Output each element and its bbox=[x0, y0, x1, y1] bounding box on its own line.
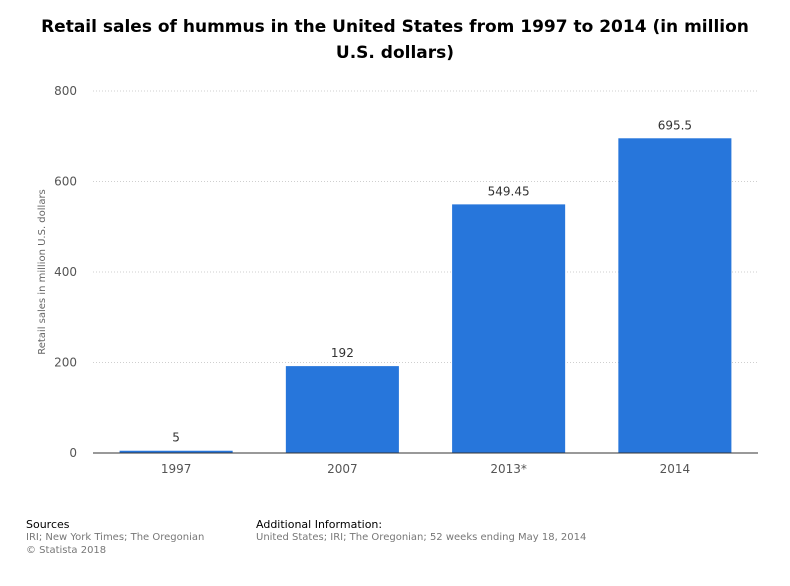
data-label: 5 bbox=[172, 431, 180, 445]
y-tick-label: 800 bbox=[54, 84, 77, 98]
x-tick-label: 2007 bbox=[327, 462, 358, 476]
y-tick-label: 0 bbox=[69, 446, 77, 460]
y-tick-label: 400 bbox=[54, 265, 77, 279]
chart-title: Retail sales of hummus in the United Sta… bbox=[41, 17, 749, 63]
bar bbox=[285, 366, 399, 453]
sources-label: Sources bbox=[26, 518, 70, 531]
y-tick-label: 200 bbox=[54, 356, 77, 370]
copyright-text: © Statista 2018 bbox=[26, 545, 107, 556]
bar-chart: 0 200 400 600 800 Retail sales in million U.S… bbox=[37, 84, 758, 476]
sources-block: Sources IRI; New York Times; The Oregoni… bbox=[26, 518, 204, 557]
bar bbox=[618, 138, 732, 453]
data-label: 695.5 bbox=[658, 118, 692, 132]
y-tick-label: 600 bbox=[54, 175, 77, 189]
x-tick-label: 2014 bbox=[660, 462, 691, 476]
bar bbox=[452, 204, 566, 453]
x-tick-label: 2013* bbox=[490, 462, 527, 476]
additional-info-label: Additional Information: bbox=[256, 518, 383, 531]
sources-text: IRI; New York Times; The Oregonian bbox=[26, 532, 205, 543]
data-label: 549.45 bbox=[488, 184, 530, 198]
additional-info-text: United States; IRI; The Oregonian; 52 we… bbox=[256, 532, 587, 543]
bar bbox=[119, 450, 233, 453]
x-tick-label: 1997 bbox=[161, 462, 192, 476]
data-label: 192 bbox=[331, 346, 354, 360]
additional-info-block: Additional Information: United States; I… bbox=[256, 518, 586, 544]
y-axis-title: Retail sales in million U.S. dollars bbox=[37, 189, 48, 355]
